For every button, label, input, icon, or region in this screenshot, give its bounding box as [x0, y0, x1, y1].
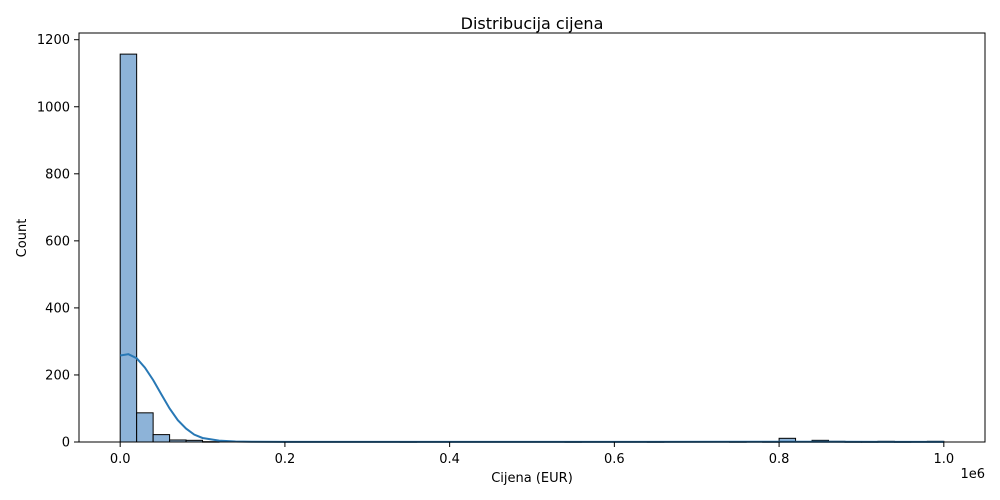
histogram-bar — [152, 434, 171, 443]
x-tick-label: 0.2 — [275, 452, 296, 467]
kde-line — [120, 353, 944, 443]
y-tick-label: 200 — [45, 368, 70, 383]
y-axis-ticks: 0 200 400 600 800 1000 1200 — [37, 33, 79, 451]
y-tick-label: 0 — [62, 436, 70, 451]
y-tick-label: 400 — [45, 301, 70, 316]
histogram-bar — [119, 53, 138, 443]
x-tick-label: 1.0 — [933, 452, 954, 467]
x-axis-ticks: 0.0 0.2 0.4 0.6 0.8 1.0 — [110, 442, 954, 467]
plot-frame — [78, 32, 986, 443]
chart-title: Distribucija cijena — [461, 14, 604, 33]
histogram-bars — [119, 53, 945, 443]
x-axis-label: Cijena (EUR) — [491, 471, 573, 486]
y-tick-label: 1200 — [37, 33, 70, 48]
x-tick-label: 0.4 — [439, 452, 460, 467]
x-tick-label: 0.8 — [769, 452, 790, 467]
y-tick-label: 800 — [45, 167, 70, 182]
x-tick-label: 0.0 — [110, 452, 131, 467]
y-axis-label: Count — [15, 219, 30, 258]
y-tick-label: 600 — [45, 234, 70, 249]
x-tick-label: 0.6 — [604, 452, 625, 467]
histogram-bar — [136, 412, 154, 443]
x-axis-offset-label: 1e6 — [960, 467, 985, 482]
y-tick-label: 1000 — [37, 100, 70, 115]
